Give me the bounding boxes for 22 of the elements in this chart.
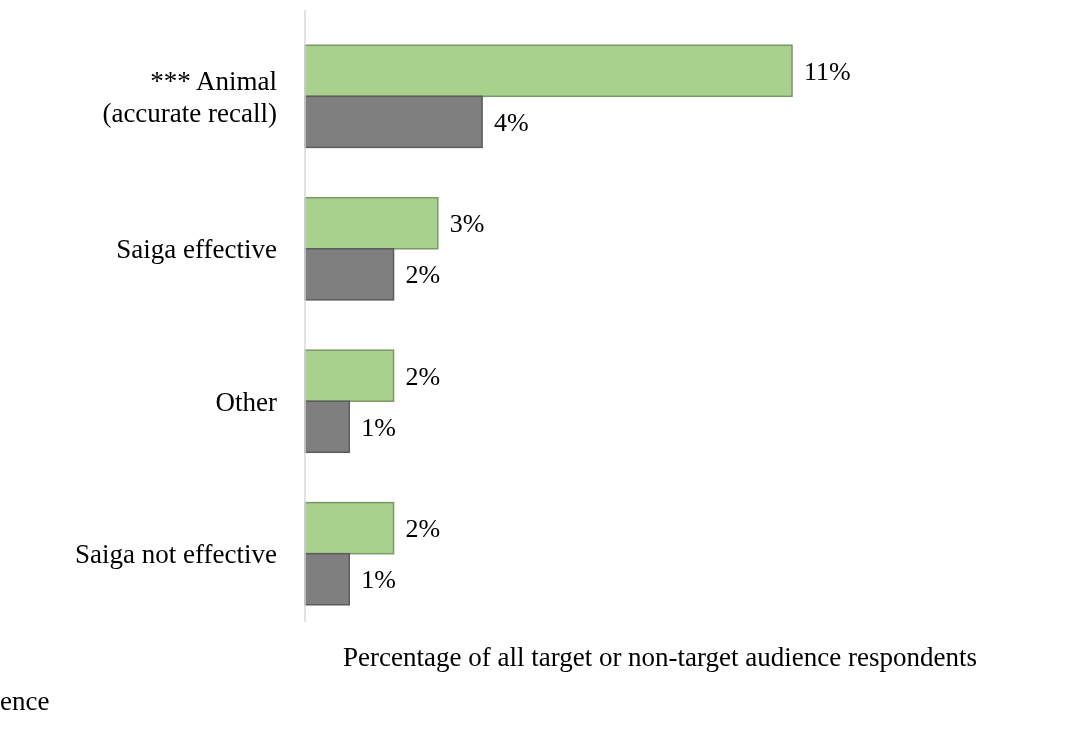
data-label: 2% — [405, 514, 441, 544]
data-label: 3% — [449, 209, 485, 239]
bar — [304, 44, 793, 98]
data-label: 2% — [405, 361, 441, 391]
y-tick-label: Saiga not effective — [75, 539, 278, 570]
bar — [304, 248, 395, 301]
bar — [304, 400, 351, 454]
y-tick-label: Other — [215, 386, 277, 417]
y-tick-label: Saiga effective — [116, 234, 278, 265]
data-label: 11% — [804, 56, 851, 86]
x-axis-title: Percentage of all target or non-target audience respondents — [343, 642, 977, 672]
data-label: 2% — [405, 260, 441, 290]
data-label: 1% — [361, 565, 396, 595]
bar — [304, 196, 439, 250]
bar — [304, 552, 351, 606]
text: ence — [0, 686, 50, 716]
bar — [304, 501, 395, 555]
bar — [304, 95, 483, 149]
data-label: 4% — [494, 107, 529, 137]
data-label: 1% — [361, 412, 396, 442]
bar — [304, 349, 395, 402]
y-tick-label: *** Animal (accurate recall) — [102, 65, 277, 128]
